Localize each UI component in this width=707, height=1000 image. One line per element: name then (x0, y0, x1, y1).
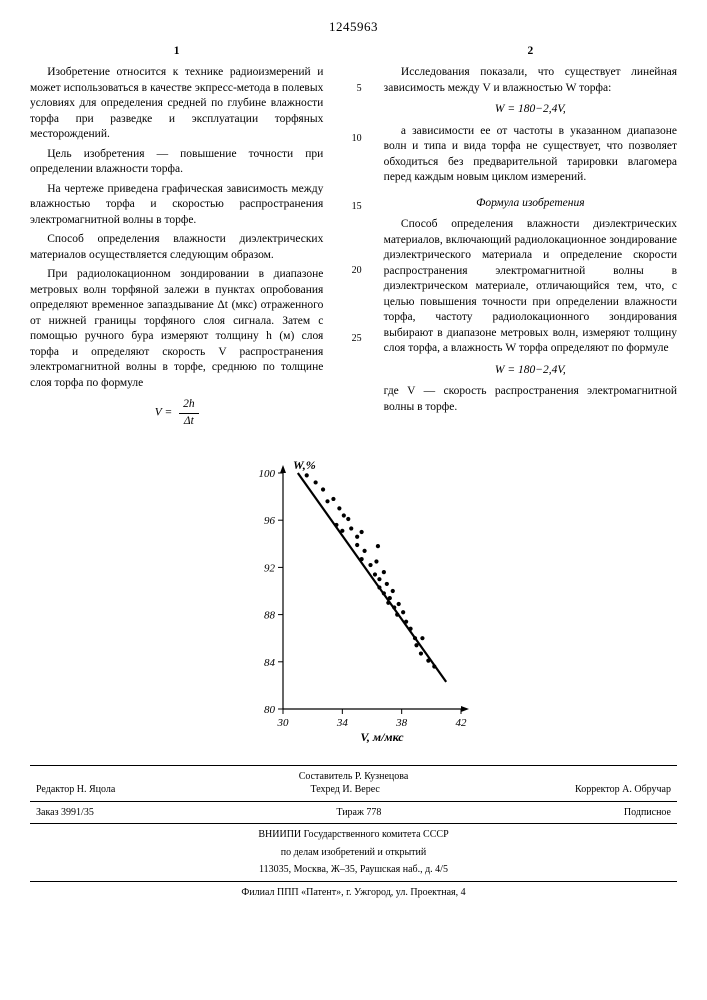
svg-text:W,%: W,% (293, 458, 316, 472)
line-num: 5 (357, 82, 362, 96)
claims-heading: Формула изобретения (384, 196, 677, 212)
footer-editor: Редактор Н. Яцола (36, 783, 115, 797)
line-num: 25 (352, 332, 362, 346)
page: 1245963 1 Изобретение относится к техник… (0, 0, 707, 1000)
columns: 1 Изобретение относится к технике радиои… (30, 44, 677, 436)
col2-p3: Способ определения влажности диэлектриче… (384, 217, 677, 357)
divider (30, 881, 677, 882)
svg-text:92: 92 (264, 563, 276, 575)
footer-org1: ВНИИПИ Государственного комитета СССР (30, 828, 677, 842)
footer-order: Заказ 3991/35 (36, 806, 94, 820)
svg-text:30: 30 (276, 717, 289, 729)
col2-p4: где V — скорость распространения электро… (384, 384, 677, 415)
svg-text:100: 100 (258, 468, 275, 480)
svg-text:34: 34 (335, 717, 348, 729)
footer-addr: 113035, Москва, Ж–35, Раушская наб., д. … (30, 863, 677, 877)
line-num: 10 (352, 132, 362, 146)
f1-num: 2h (179, 397, 199, 414)
line-num: 20 (352, 264, 362, 278)
col2-number: 2 (384, 44, 677, 60)
chart: 80 84 88 92 96 100 30 34 38 42 W,% V, м/мкс (239, 455, 469, 745)
col1-p2: Цель изобретения — повышение точности пр… (30, 147, 323, 178)
line-num: 15 (352, 200, 362, 214)
footer-branch: Филиал ППП «Патент», г. Ужгород, ул. Про… (30, 886, 677, 900)
column-left: 1 Изобретение относится к технике радиои… (30, 44, 323, 436)
svg-text:42: 42 (455, 717, 467, 729)
svg-text:84: 84 (264, 657, 276, 669)
col2-p2: а зависимости ее от частоты в указанном … (384, 124, 677, 186)
col1-formula-1: V = 2h Δt (30, 397, 323, 429)
footer-org2: по делам изобретений и открытий (30, 846, 677, 860)
col1-number: 1 (30, 44, 323, 60)
document-number: 1245963 (30, 18, 677, 36)
col1-p1: Изобретение относится к технике радиоизм… (30, 65, 323, 143)
divider (30, 823, 677, 824)
col2-p1: Исследования показали, что существует ли… (384, 65, 677, 96)
col1-p5: При радиолокационном зондировании в диап… (30, 267, 323, 391)
svg-text:88: 88 (264, 610, 276, 622)
footer-compiler: Составитель Р. Кузнецова (30, 770, 677, 784)
footer: Составитель Р. Кузнецова Редактор Н. Яцо… (30, 765, 677, 900)
footer-tech: Техред И. Верес (310, 783, 379, 797)
footer-circulation: Тираж 778 (336, 806, 381, 820)
footer-row-2: Заказ 3991/35 Тираж 778 Подписное (30, 806, 677, 820)
divider (30, 801, 677, 802)
line-number-gutter: 5 10 15 20 25 (345, 44, 361, 436)
chart-container: 80 84 88 92 96 100 30 34 38 42 W,% V, м/мкс (239, 455, 469, 751)
col2-formula-2: W = 180−2,4V, (384, 363, 677, 379)
footer-row-1: Редактор Н. Яцола Техред И. Верес Коррек… (30, 783, 677, 797)
column-right: 2 Исследования показали, что существует … (384, 44, 677, 436)
f1-den: Δt (179, 414, 199, 430)
divider (30, 765, 677, 766)
col2-formula-1: W = 180−2,4V, (384, 102, 677, 118)
f1-lhs: V = (155, 407, 172, 419)
svg-text:96: 96 (264, 516, 276, 528)
col1-p3: На чертеже приведена графическая зависим… (30, 182, 323, 229)
svg-text:80: 80 (264, 704, 276, 716)
svg-text:38: 38 (395, 717, 408, 729)
footer-subscription: Подписное (624, 806, 671, 820)
svg-text:V, м/мкс: V, м/мкс (360, 730, 404, 744)
footer-corrector: Корректор А. Обручар (575, 783, 671, 797)
col1-p4: Способ определения влажности диэлектриче… (30, 232, 323, 263)
